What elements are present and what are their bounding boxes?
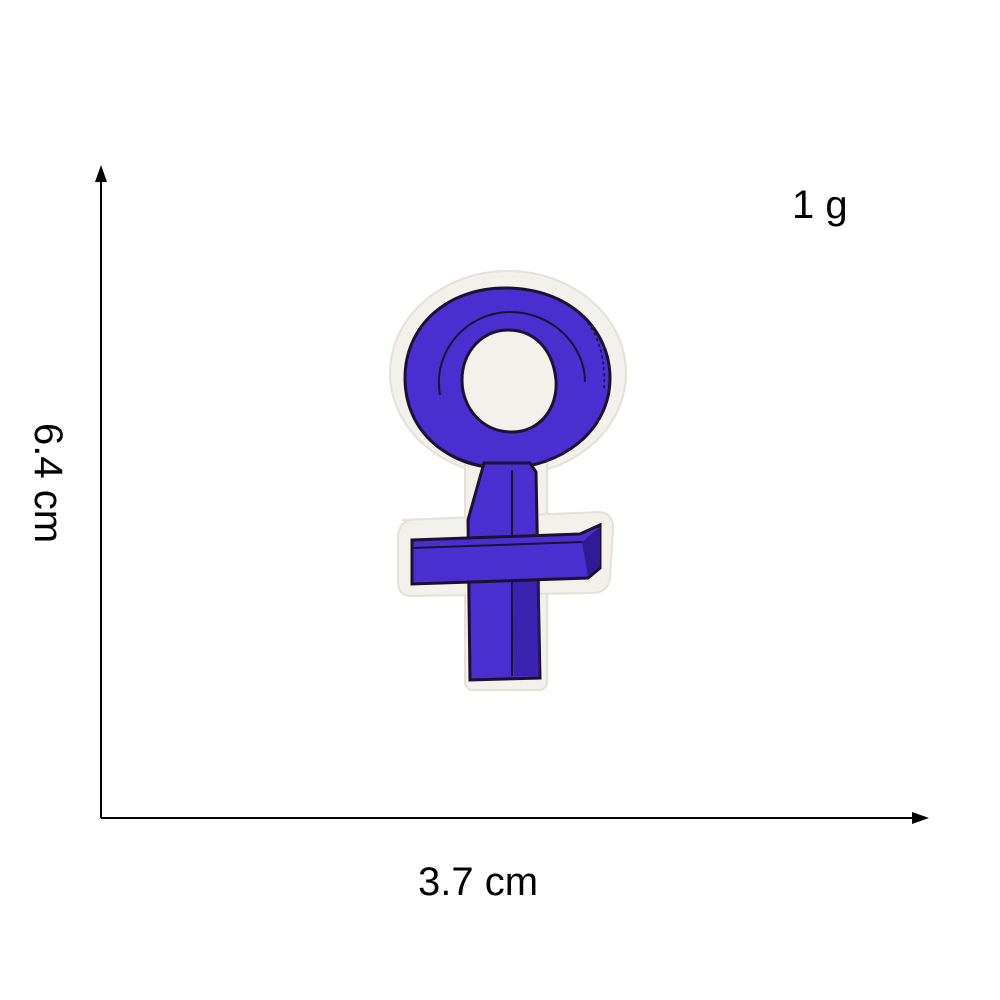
stem-depth [512, 578, 540, 676]
height-label: 6.4 cm [26, 422, 70, 544]
width-axis-arrowhead [912, 812, 929, 824]
width-axis [101, 812, 929, 824]
crossbar-end-face [582, 527, 600, 576]
venus-crossbar [410, 522, 602, 586]
width-label: 3.7 cm [418, 860, 539, 904]
height-axis-arrowhead [95, 165, 107, 182]
ring-stitch-line [437, 310, 586, 396]
height-axis [95, 165, 107, 818]
venus-symbol-icon [389, 270, 627, 691]
crossbar-depth-line [411, 541, 583, 549]
weight-label: 1 g [792, 183, 848, 227]
